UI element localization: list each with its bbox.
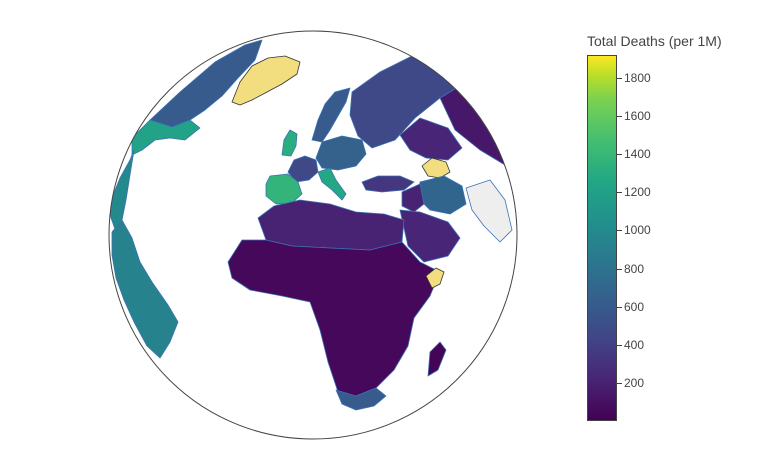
- colorbar-tick-label: 1800: [624, 70, 651, 85]
- region-united-states[interactable]: [131, 119, 201, 156]
- colorbar-tick-label: 600: [624, 299, 645, 314]
- colorbar-tick-label: 200: [624, 375, 645, 390]
- region-iraq[interactable]: [401, 183, 425, 213]
- region-sub-saharan-africa[interactable]: [227, 239, 441, 397]
- region-spain[interactable]: [265, 173, 303, 205]
- region-greenland[interactable]: [231, 55, 301, 106]
- region-south-africa[interactable]: [335, 387, 387, 411]
- colorbar-title: Total Deaths (per 1M): [587, 33, 722, 49]
- region-kazakhstan[interactable]: [399, 117, 463, 161]
- colorbar-tick-label: 1400: [624, 147, 651, 162]
- colorbar-tick-label: 400: [624, 337, 645, 352]
- region-italy[interactable]: [317, 167, 347, 201]
- colorbar-tick-mark: [617, 77, 622, 79]
- region-madagascar[interactable]: [427, 341, 447, 377]
- region-turkey[interactable]: [361, 175, 415, 193]
- colorbar-tick-label: 800: [624, 261, 645, 276]
- colorbar-tick-label: 1000: [624, 223, 651, 238]
- region-somalia[interactable]: [425, 267, 445, 289]
- region-saudi-arabia[interactable]: [399, 209, 461, 263]
- region-south-america[interactable]: [111, 219, 179, 359]
- colorbar-tick-label: 1600: [624, 109, 651, 123]
- region-scandinavia[interactable]: [311, 87, 351, 143]
- colorbar-tick-mark: [617, 268, 622, 270]
- colorbar-tick-mark: [617, 382, 622, 384]
- colorbar-tick-mark: [617, 192, 622, 194]
- colorbar-tick-mark: [617, 230, 622, 232]
- colorbar-tick-mark: [617, 116, 622, 117]
- region-united-kingdom[interactable]: [281, 129, 298, 157]
- colorbar-tick-mark: [617, 154, 622, 156]
- colorbar-tick-mark: [617, 344, 622, 346]
- colorbar-tick-mark: [617, 306, 622, 308]
- region-georgia[interactable]: [421, 157, 451, 179]
- region-south-asia[interactable]: [465, 179, 513, 243]
- colorbar: [587, 55, 617, 421]
- globe-outline: [108, 30, 518, 440]
- colorbar-tick-label: 1200: [624, 185, 651, 200]
